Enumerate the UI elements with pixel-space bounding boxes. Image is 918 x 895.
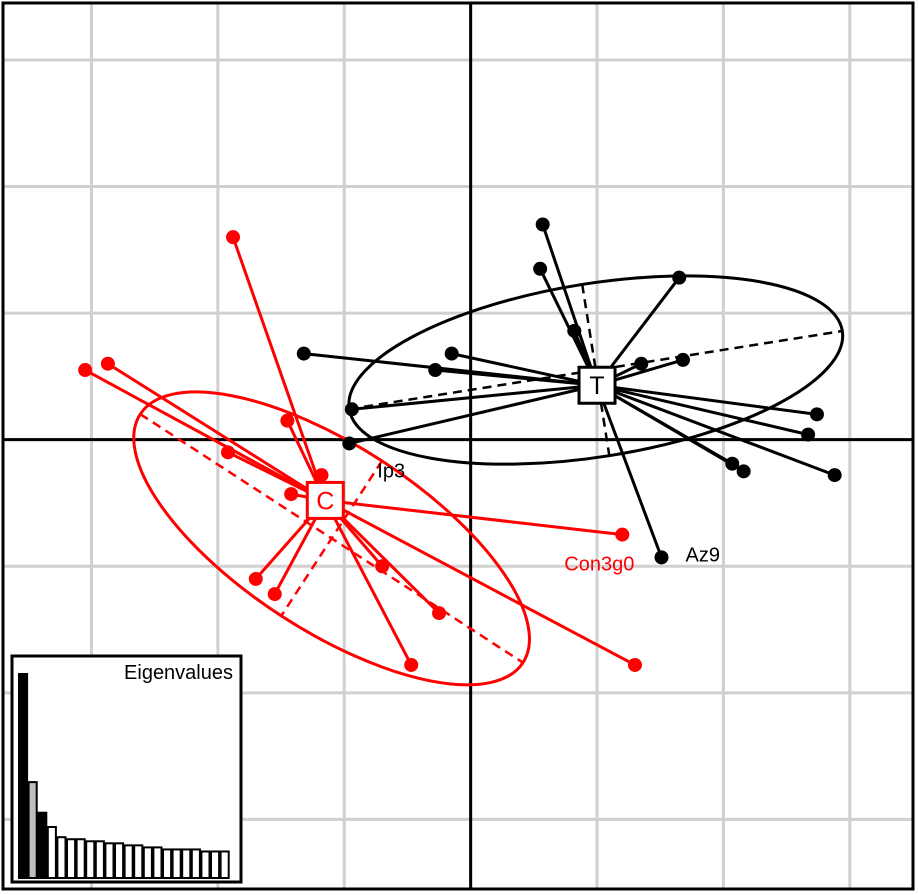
point-C [280, 413, 295, 428]
point-T [801, 427, 816, 442]
eigenvalue-bar [75, 838, 86, 879]
eigenvalue-bar [18, 673, 29, 879]
point-label: Con3g0 [564, 554, 634, 576]
eigenvalue-bar [210, 850, 221, 879]
point-T [827, 468, 842, 483]
eigenvalue-bar [56, 836, 67, 880]
point-C [267, 587, 282, 602]
point-labels: Ip3 Az9 Con3g0 [377, 460, 720, 575]
point-C [220, 445, 235, 460]
spoke-T [596, 383, 818, 416]
inset-title: Eigenvalues [124, 662, 233, 684]
ellipse-major-axis-T [349, 329, 843, 411]
point-label: Ip3 [377, 460, 405, 482]
spoke-T [351, 383, 598, 411]
point-T [342, 436, 357, 451]
eigenvalue-bar [219, 850, 230, 879]
point-T [809, 407, 824, 422]
point-C [78, 363, 93, 378]
point-C [248, 571, 263, 586]
point-label: Az9 [685, 544, 719, 566]
centroid-label-T: T [589, 372, 604, 400]
point-T [444, 346, 459, 361]
spoke-C [107, 362, 327, 502]
point-T [296, 346, 311, 361]
eigenvalue-bar [171, 848, 182, 880]
eigenvalue-bar [27, 781, 38, 879]
point-C [314, 468, 329, 483]
ellipse-minor-axis-C [280, 460, 383, 617]
point-T [567, 323, 582, 338]
centroid-boxes: CT [305, 365, 617, 520]
eigenvalue-bar [190, 848, 201, 880]
eigenvalue-bar [46, 826, 57, 879]
spoke-T [541, 224, 599, 386]
point-T [428, 363, 443, 378]
centroid-box-T [577, 365, 617, 405]
eigenvalue-bar [200, 850, 211, 879]
point-T [725, 456, 740, 471]
eigenvalue-bar [85, 840, 96, 880]
zero-axes [3, 3, 913, 889]
point-T [672, 270, 687, 285]
eigenvalue-bar [114, 842, 125, 880]
spoke-C [324, 499, 636, 667]
eigenvalue-bar [104, 842, 115, 880]
point-C [615, 527, 630, 542]
point-T [535, 217, 550, 232]
spoke-T [596, 383, 809, 437]
spoke-T [451, 352, 598, 387]
point-C [100, 356, 115, 371]
spoke-T [595, 384, 663, 558]
point-T [344, 402, 359, 417]
point-T [736, 464, 751, 479]
eigenvalue-bar [37, 811, 48, 879]
eigenvalue-bar [133, 844, 144, 879]
spoke-C [325, 498, 623, 537]
spoke-T [348, 383, 598, 445]
spoke-C [84, 368, 327, 502]
point-T [533, 261, 548, 276]
point-C [226, 230, 241, 245]
point-C [432, 606, 447, 621]
centroid-spokes [84, 224, 836, 667]
eigenvalue-bar [66, 838, 77, 879]
eigenvalue-bar [162, 848, 173, 880]
eigenvalues-inset: Eigenvalues [10, 654, 243, 884]
point-C [284, 487, 299, 502]
eigenvalue-bar [142, 846, 153, 880]
data-points [78, 217, 842, 672]
point-T [634, 356, 649, 371]
centroid-label-C: C [316, 487, 334, 515]
eigenvalue-bar [94, 840, 105, 880]
spoke-C [323, 499, 413, 666]
spoke-C [231, 236, 327, 501]
spoke-T [596, 383, 836, 477]
spoke-T [596, 383, 745, 473]
eigenvalue-bar [152, 846, 163, 880]
point-C [627, 657, 642, 672]
point-C [404, 657, 419, 672]
point-C [375, 559, 390, 574]
centroid-box-C [305, 480, 345, 520]
eigenvalue-bar [123, 844, 134, 879]
spoke-T [435, 368, 598, 387]
point-T [675, 352, 690, 367]
eigenvalue-bar [181, 848, 192, 880]
point-T [654, 550, 669, 565]
